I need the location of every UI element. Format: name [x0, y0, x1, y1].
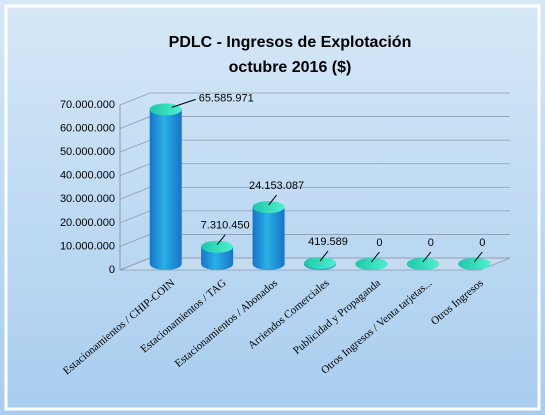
- bar: [304, 257, 336, 270]
- value-label: 0: [376, 237, 382, 249]
- leader-line: [216, 234, 226, 246]
- value-label: 419.589: [308, 236, 348, 248]
- value-label: 24.153.087: [249, 180, 304, 192]
- leader-line: [473, 251, 483, 263]
- y-tick-label: 40.000.000: [60, 170, 115, 182]
- leader-line: [171, 98, 196, 108]
- bar: [458, 258, 491, 270]
- frame: [4, 4, 541, 411]
- bar-top: [252, 201, 285, 214]
- bar: [355, 258, 388, 270]
- bar-body: [252, 207, 285, 264]
- chart-title: PDLC - Ingresos de Explotación: [169, 34, 412, 51]
- bar-top: [406, 258, 439, 270]
- y-tick-label: 70.000.000: [60, 99, 115, 111]
- bar: [149, 103, 182, 270]
- bar-top: [304, 257, 336, 270]
- y-tick-label: 10.000.000: [60, 240, 115, 252]
- bar-bottom: [201, 258, 234, 270]
- bar: [406, 258, 439, 270]
- leader-line: [371, 251, 380, 263]
- y-tick-label: 20.000.000: [60, 217, 115, 229]
- chart-subtitle: octubre 2016 ($): [229, 59, 352, 76]
- y-tick-label: 0: [109, 264, 115, 276]
- bar-bottom: [252, 258, 285, 270]
- leader-line: [268, 194, 277, 206]
- value-label: 0: [479, 237, 485, 249]
- leader-line: [319, 250, 329, 262]
- value-label: 7.310.450: [201, 220, 250, 232]
- leader-line: [422, 251, 432, 263]
- bar-top: [458, 258, 491, 270]
- bar: [252, 201, 285, 270]
- y-tick-label: 30.000.000: [60, 193, 115, 205]
- bar: [201, 240, 234, 270]
- bar-top: [201, 240, 234, 253]
- value-label: 0: [428, 237, 434, 249]
- value-label: 65.585.971: [199, 92, 254, 104]
- bar-body: [149, 109, 182, 264]
- bar-top: [355, 258, 388, 270]
- y-tick-label: 50.000.000: [60, 146, 115, 158]
- grid-line: [119, 92, 510, 106]
- y-tick-label: 60.000.000: [60, 122, 115, 134]
- bar-bottom: [149, 258, 182, 270]
